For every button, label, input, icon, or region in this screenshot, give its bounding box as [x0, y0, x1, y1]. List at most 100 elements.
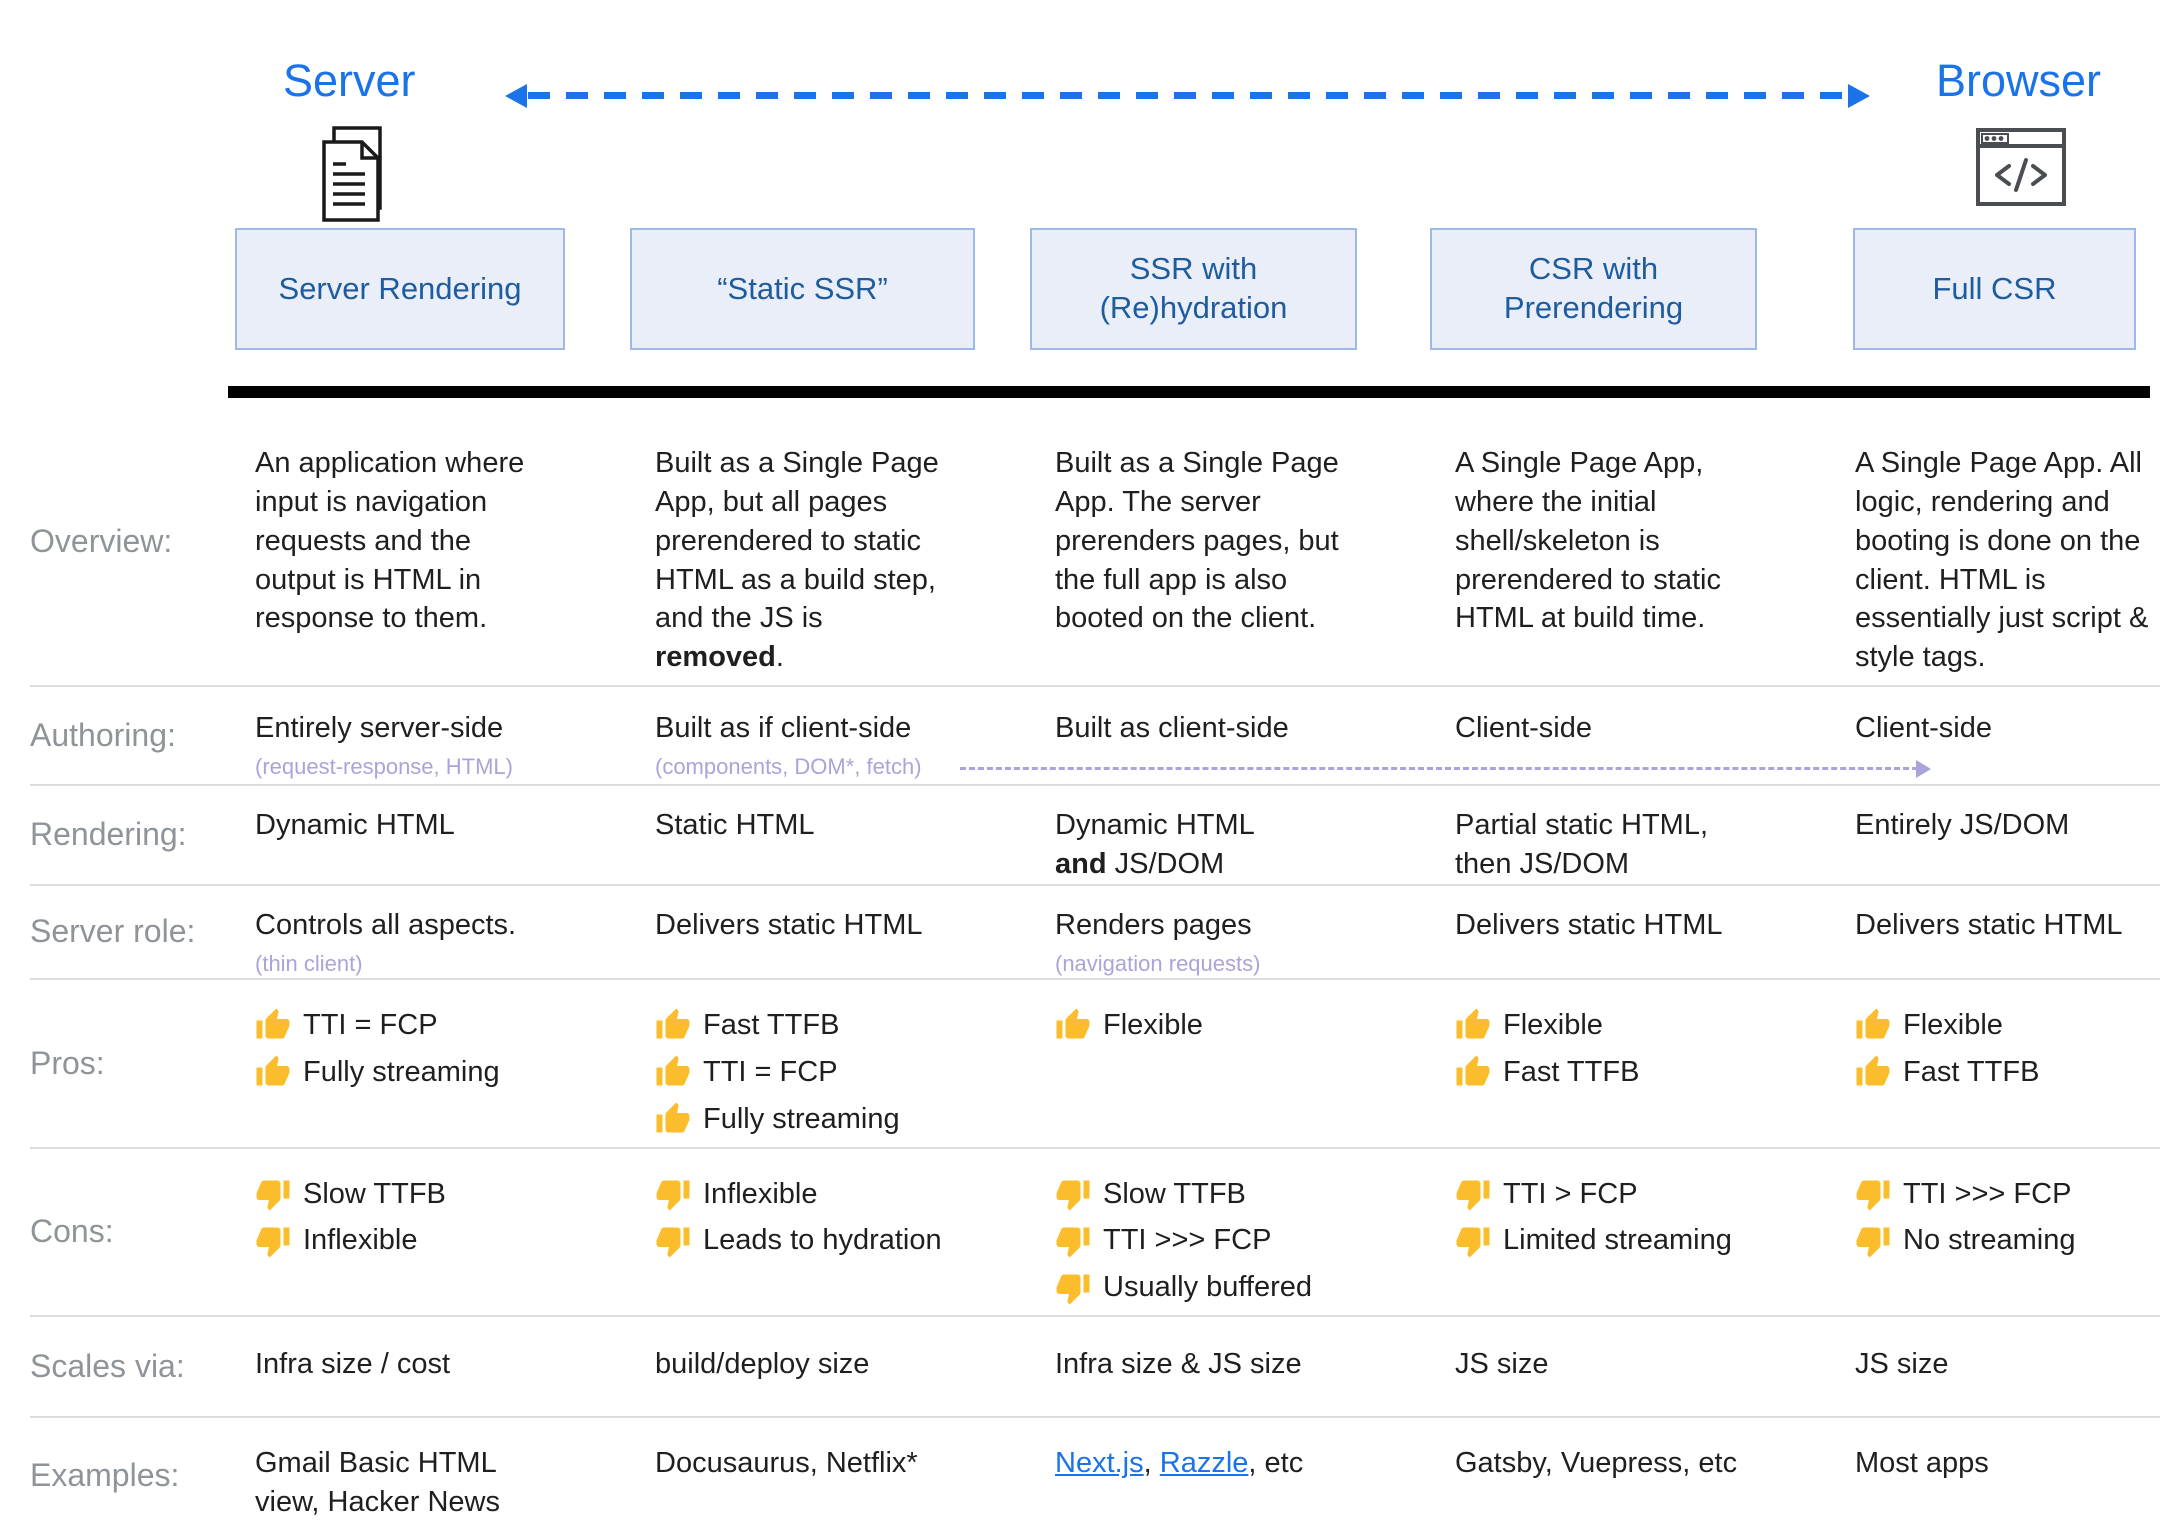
cell-overview-ssr-rehydration: Built as a Single Page App. The server p… [1055, 447, 1339, 635]
thumbs-down-icon [1456, 1180, 1490, 1211]
cell-pros-csr-prerendering: Flexible Fast TTFB [1430, 980, 1830, 1100]
row-server-role: Server role: Controls all aspects. (thin… [30, 883, 2160, 978]
column-header-full-csr: Full CSR [1853, 228, 2136, 350]
row-label-scales-via: Scales via: [30, 1348, 185, 1385]
cell-scales-static-ssr: build/deploy size [655, 1348, 870, 1381]
cell-pros-full-csr: Flexible Fast TTFB [1830, 980, 2160, 1100]
row-label-overview: Overview: [30, 523, 173, 559]
spectrum-dashed-arrow [528, 92, 1853, 99]
server-role-subnote: (thin client) [255, 950, 363, 976]
cell-scales-ssr-rehydration: Infra size & JS size [1055, 1348, 1302, 1381]
row-label-examples: Examples: [30, 1457, 180, 1494]
cell-server-role-server-rendering: Controls all aspects. (thin client) [230, 886, 630, 978]
thumbs-down-icon [256, 1180, 290, 1211]
row-pros: Pros: TTI = FCP Fully streaming Fast TTF… [30, 978, 2160, 1147]
cell-pros-server-rendering: TTI = FCP Fully streaming [230, 980, 630, 1100]
cell-server-role-full-csr: Delivers static HTML [1855, 908, 2123, 941]
browser-endpoint-label: Browser [1936, 55, 2102, 106]
thumbs-up-icon [1456, 1055, 1490, 1086]
browser-window-code-icon [1976, 128, 2066, 206]
thumbs-up-icon [256, 1008, 290, 1039]
row-scales-via: Scales via: Infra size / cost build/depl… [30, 1315, 2160, 1416]
thumbs-up-icon [656, 1008, 690, 1039]
column-header-server-rendering: Server Rendering [235, 228, 565, 350]
column-header-ssr-rehydration: SSR with (Re)hydration [1030, 228, 1357, 350]
row-label-authoring: Authoring: [30, 717, 176, 753]
cell-overview-full-csr: A Single Page App. All logic, rendering … [1855, 447, 2149, 674]
cell-rendering-csr-prerendering: Partial static HTML, then JS/DOM [1455, 809, 1708, 880]
thumbs-down-icon [1456, 1227, 1490, 1258]
cell-scales-full-csr: JS size [1855, 1348, 1949, 1381]
cell-cons-server-rendering: Slow TTFB Inflexible [230, 1149, 630, 1269]
link-separator: , [1143, 1447, 1160, 1480]
row-rendering: Rendering: Dynamic HTML Static HTML Dyna… [30, 784, 2160, 884]
razzle-link[interactable]: Razzle [1159, 1447, 1249, 1480]
cell-examples-csr-prerendering: Gatsby, Vuepress, etc [1455, 1447, 1738, 1480]
cell-examples-static-ssr: Docusaurus, Netflix* [655, 1447, 918, 1480]
cell-cons-ssr-rehydration: Slow TTFB TTI >>> FCP Usually buffered [1030, 1149, 1430, 1316]
header: Server Browser Server Rendering “Static … [0, 0, 2164, 398]
authoring-subnote: (components, DOM*, fetch) [655, 753, 922, 779]
authoring-subnote: (request-response, HTML) [255, 753, 513, 779]
cell-scales-csr-prerendering: JS size [1455, 1348, 1549, 1381]
client-side-arrow-head-icon [1916, 760, 1931, 778]
thumbs-down-icon [1856, 1180, 1890, 1211]
row-cons: Cons: Slow TTFB Inflexible Inflexible Le… [30, 1146, 2160, 1316]
thumbs-down-icon [656, 1180, 690, 1211]
row-label-server-role: Server role: [30, 913, 196, 950]
cell-cons-csr-prerendering: TTI > FCP Limited streaming [1430, 1149, 1830, 1269]
nextjs-link[interactable]: Next.js [1055, 1447, 1144, 1480]
thumbs-up-icon [256, 1055, 290, 1086]
cell-pros-ssr-rehydration: Flexible [1030, 980, 1430, 1053]
cell-server-role-static-ssr: Delivers static HTML [655, 908, 923, 941]
row-examples: Examples: Gmail Basic HTML view, Hacker … [30, 1416, 2160, 1533]
row-label-pros: Pros: [30, 1044, 105, 1081]
column-header-csr-prerendering: CSR with Prerendering [1430, 228, 1757, 350]
thumbs-down-icon [1856, 1227, 1890, 1258]
cell-scales-server-rendering: Infra size / cost [255, 1348, 451, 1381]
thumbs-down-icon [256, 1227, 290, 1258]
cell-authoring-csr-prerendering: Client-side [1455, 712, 1592, 744]
spectrum-arrow-left-head-icon [505, 84, 527, 108]
comparison-table: Overview: An application where input is … [30, 398, 2160, 1533]
row-label-rendering: Rendering: [30, 816, 187, 853]
cell-cons-full-csr: TTI >>> FCP No streaming [1830, 1149, 2160, 1269]
cell-pros-static-ssr: Fast TTFB TTI = FCP Fully streaming [630, 980, 1030, 1147]
thumbs-up-icon [1856, 1008, 1890, 1039]
row-label-cons: Cons: [30, 1213, 114, 1250]
cell-authoring-ssr-rehydration: Built as client-side [1055, 712, 1289, 744]
documents-icon [322, 126, 382, 222]
thumbs-up-icon [656, 1102, 690, 1133]
cell-overview-csr-prerendering: A Single Page App, where the initial she… [1455, 447, 1721, 635]
cell-server-role-csr-prerendering: Delivers static HTML [1455, 908, 1723, 941]
thumbs-down-icon [1056, 1180, 1090, 1211]
thumbs-down-icon [1056, 1227, 1090, 1258]
thumbs-up-icon [1056, 1008, 1090, 1039]
cell-rendering-server-rendering: Dynamic HTML [255, 809, 455, 841]
row-overview: Overview: An application where input is … [30, 398, 2160, 685]
thumbs-up-icon [1456, 1008, 1490, 1039]
examples-etc-text: , etc [1248, 1447, 1304, 1480]
server-role-subnote: (navigation requests) [1055, 950, 1261, 976]
cell-examples-server-rendering: Gmail Basic HTML view, Hacker News [255, 1447, 500, 1519]
cell-examples-full-csr: Most apps [1855, 1447, 1989, 1480]
thumbs-up-icon [1856, 1055, 1890, 1086]
cell-server-role-ssr-rehydration: Renders pages (navigation requests) [1030, 886, 1430, 978]
cell-overview-server-rendering: An application where input is navigation… [255, 447, 525, 635]
column-header-static-ssr: “Static SSR” [630, 228, 975, 350]
cell-authoring-full-csr: Client-side [1855, 712, 1992, 744]
cell-examples-ssr-rehydration: Next.js, Razzle, etc [1030, 1418, 1430, 1483]
cell-authoring-server-rendering: Entirely server-side (request-response, … [230, 687, 630, 781]
cell-rendering-full-csr: Entirely JS/DOM [1855, 809, 2070, 841]
cell-cons-static-ssr: Inflexible Leads to hydration [630, 1149, 1030, 1269]
cell-rendering-ssr-rehydration: Dynamic HTML and JS/DOM [1055, 809, 1255, 880]
cell-rendering-static-ssr: Static HTML [655, 809, 815, 841]
cell-overview-static-ssr: Built as a Single Page App, but all page… [655, 447, 939, 674]
thumbs-down-icon [656, 1227, 690, 1258]
server-endpoint-label: Server [283, 55, 416, 106]
row-authoring: Authoring: Entirely server-side (request… [30, 685, 2160, 784]
cell-authoring-static-ssr: Built as if client-side (components, DOM… [630, 687, 1030, 781]
thumbs-down-icon [1056, 1274, 1090, 1305]
table-top-rule [228, 386, 2150, 398]
client-side-dashed-arrow [960, 767, 1918, 770]
